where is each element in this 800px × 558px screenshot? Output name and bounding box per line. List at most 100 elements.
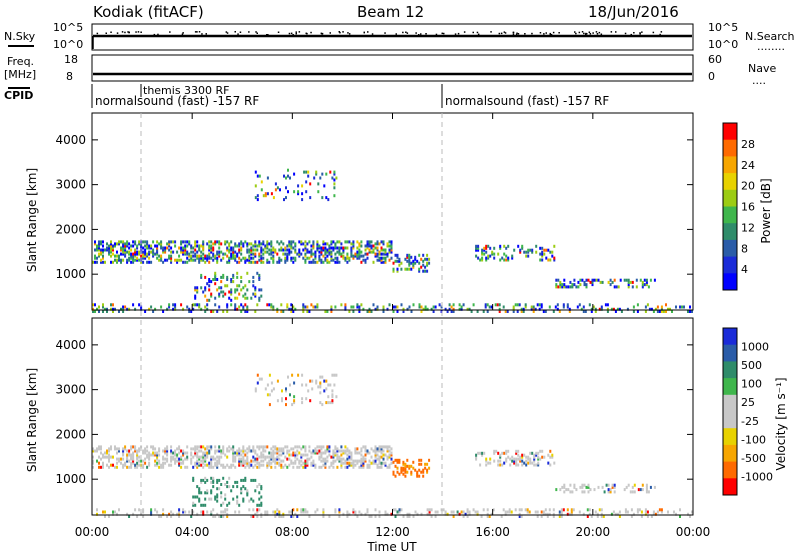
data-cell [402,462,405,466]
data-cell [126,449,129,453]
data-cell [285,387,287,391]
data-cell [645,280,648,284]
data-cell [100,451,102,455]
data-cell [404,466,407,470]
data-cell [156,457,159,461]
data-cell [258,461,261,465]
data-cell [240,246,243,250]
data-cell [190,459,193,463]
data-cell [340,463,343,467]
data-cell [148,457,151,461]
data-cell [588,512,591,516]
data-cell [242,445,245,449]
data-cell [555,283,558,287]
data-cell [372,244,375,248]
data-cell [591,280,594,284]
data-cell [254,260,257,264]
data-cell [346,465,349,469]
data-cell [198,449,201,453]
data-cell [174,451,177,455]
data-cell [582,305,585,309]
data-cell [130,463,133,467]
data-cell [386,465,389,469]
data-cell [336,256,339,260]
data-cell [190,246,193,250]
data-cell [529,451,532,455]
data-cell [356,451,359,455]
nsearch-dot [339,31,341,34]
data-cell [386,455,389,459]
data-cell [126,465,129,469]
data-cell [146,453,149,457]
data-cell [314,449,317,453]
data-cell [331,389,334,393]
data-cell [352,246,355,250]
data-cell [236,254,239,258]
data-cell [418,305,421,309]
data-cell [200,449,203,453]
data-cell [302,305,305,309]
data-cell [319,381,322,385]
data-cell [188,310,191,313]
data-cell [332,246,335,250]
data-cell [358,305,361,309]
data-cell [260,258,263,262]
data-cell [541,254,544,258]
data-cell [244,476,247,480]
data-cell [358,451,361,455]
data-cell [242,244,245,248]
data-cell [184,250,187,254]
data-cell [296,457,299,461]
data-cell [252,508,255,512]
data-cell [486,512,489,516]
data-cell [234,258,237,262]
data-cell [260,503,263,507]
nsearch-dot [196,31,198,33]
data-cell [256,381,259,385]
data-cell [358,250,361,254]
data-cell [376,465,379,469]
data-cell [541,246,544,250]
data-cell [218,478,221,482]
data-cell [170,510,173,514]
data-cell [406,464,409,468]
data-cell [254,459,257,463]
data-cell [214,256,217,260]
data-cell [114,445,116,449]
data-cell [314,451,317,455]
data-cell [330,258,333,262]
data-cell [384,461,387,465]
nsearch-dot [660,31,663,33]
data-cell [304,248,307,252]
data-cell [551,455,554,459]
nsearch-dot [256,32,258,34]
data-cell [104,455,106,459]
data-cell [142,508,145,512]
data-cell [346,240,349,244]
data-cell [450,510,453,514]
data-cell [242,461,245,465]
data-cell [142,510,145,514]
data-cell [124,305,127,309]
data-cell [120,246,122,250]
data-cell [352,254,355,258]
data-cell [154,252,157,256]
data-cell [288,307,291,311]
data-cell [308,310,311,313]
data-cell [142,451,145,455]
data-cell [202,455,205,459]
data-cell [446,512,449,516]
data-cell [553,258,556,262]
data-cell [204,459,207,463]
data-cell [146,445,149,449]
data-cell [258,273,261,277]
data-cell [430,515,433,518]
data-cell [238,449,241,453]
data-cell [122,242,125,246]
data-cell [376,457,379,461]
nsearch-dot [205,33,207,35]
data-cell [194,258,197,262]
data-cell [200,250,203,254]
data-cell [515,449,518,453]
data-cell [182,246,185,250]
